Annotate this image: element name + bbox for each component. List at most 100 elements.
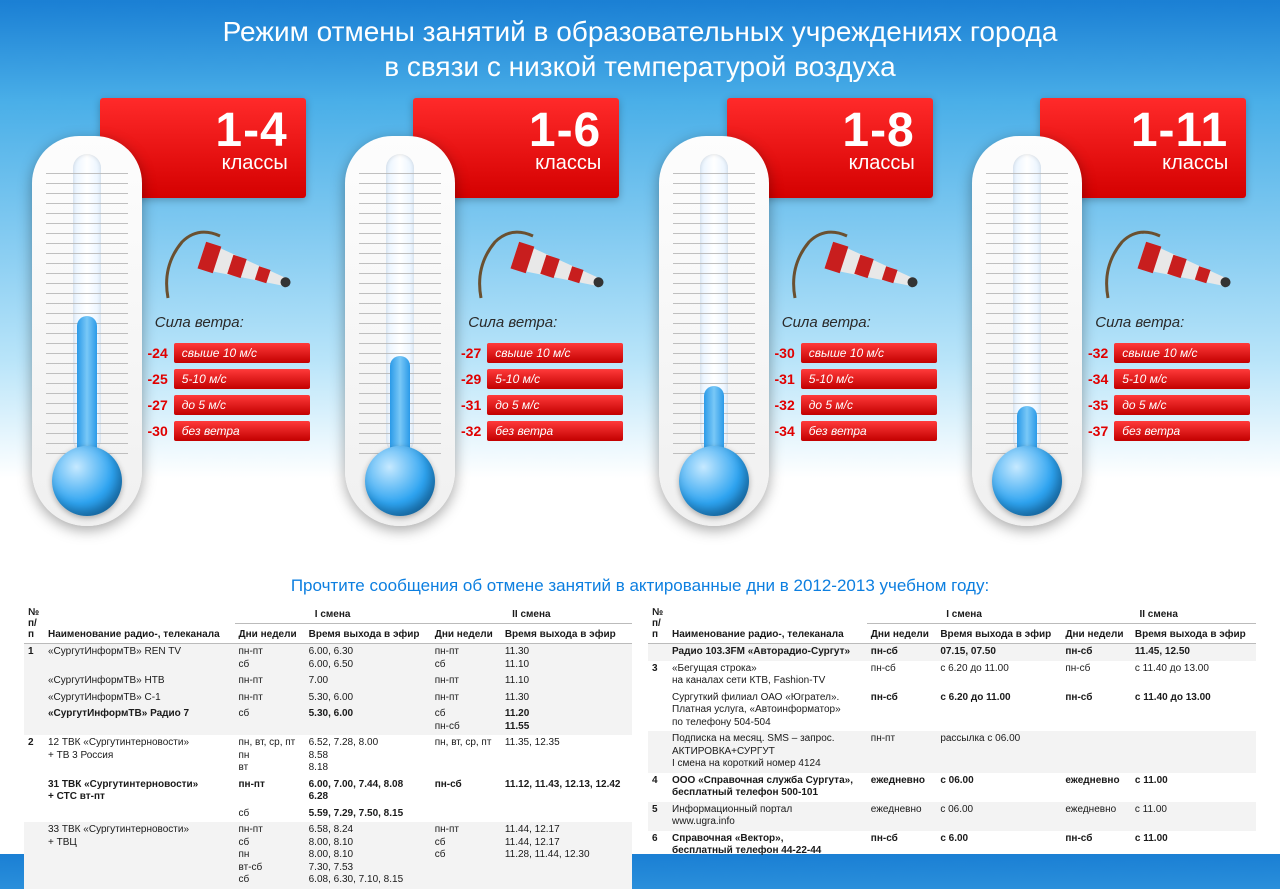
wind-speed-bar: до 5 м/с xyxy=(174,395,310,415)
temperature-value: -35 xyxy=(1080,397,1114,413)
temp-wind-row: -34 5-10 м/с xyxy=(1080,368,1250,390)
temp-wind-row: -24 свыше 10 м/с xyxy=(140,342,310,364)
schedule-table: № п/п Наименование радио-, телеканала I … xyxy=(648,604,1256,860)
wind-speed-bar: свыше 10 м/с xyxy=(174,343,310,363)
temp-wind-row: -27 свыше 10 м/с xyxy=(453,342,623,364)
title-line1: Режим отмены занятий в образовательных у… xyxy=(223,16,1058,47)
wind-label: Сила ветра: xyxy=(468,314,557,331)
thermo-card-0: 1-4 классы Сила ветра: -24 свыше 10 м/с … xyxy=(20,98,320,558)
schedule-tables: № п/п Наименование радио-, телеканала I … xyxy=(0,604,1280,889)
table-row: 33 ТВК «Сургутинтерновости»+ ТВЦ пн-птсб… xyxy=(24,822,632,889)
windsock-icon xyxy=(160,228,300,308)
temperature-value: -30 xyxy=(140,423,174,439)
wind-speed-bar: без ветра xyxy=(801,421,937,441)
page-title: Режим отмены занятий в образовательных у… xyxy=(0,0,1280,92)
temperature-value: -29 xyxy=(453,371,487,387)
wind-speed-bar: до 5 м/с xyxy=(1114,395,1250,415)
grade-range: 1-6 xyxy=(431,108,601,154)
windsock-icon xyxy=(473,228,613,308)
thermometer-icon xyxy=(32,136,142,526)
wind-label: Сила ветра: xyxy=(782,314,871,331)
temperature-value: -27 xyxy=(140,397,174,413)
table-subtitle: Прочтите сообщения об отмене занятий в а… xyxy=(0,576,1280,596)
temperature-value: -25 xyxy=(140,371,174,387)
temperature-value: -24 xyxy=(140,345,174,361)
temp-wind-row: -25 5-10 м/с xyxy=(140,368,310,390)
windsock-icon xyxy=(787,228,927,308)
thermometer-icon xyxy=(345,136,455,526)
thermo-card-3: 1-11 классы Сила ветра: -32 свыше 10 м/с… xyxy=(960,98,1260,558)
wind-speed-bar: 5-10 м/с xyxy=(801,369,937,389)
temperature-value: -32 xyxy=(1080,345,1114,361)
table-row: 4 ООО «Справочная служба Сургута»,беспла… xyxy=(648,773,1256,802)
schedule-table: № п/п Наименование радио-, телеканала I … xyxy=(24,604,632,889)
table-row: 6 Справочная «Вектор»,бесплатный телефон… xyxy=(648,831,1256,860)
windsock-icon xyxy=(1100,228,1240,308)
wind-speed-bar: 5-10 м/с xyxy=(487,369,623,389)
temp-wind-bars: -27 свыше 10 м/с -29 5-10 м/с -31 до 5 м… xyxy=(453,338,623,446)
temperature-value: -37 xyxy=(1080,423,1114,439)
temperature-value: -32 xyxy=(767,397,801,413)
wind-label: Сила ветра: xyxy=(1095,314,1184,331)
wind-speed-bar: свыше 10 м/с xyxy=(487,343,623,363)
table-row: Радио 103.3FM «Авторадио-Сургут» пн-сб 0… xyxy=(648,644,1256,661)
schedule-table-left: № п/п Наименование радио-, телеканала I … xyxy=(24,604,632,889)
thermo-card-1: 1-6 классы Сила ветра: -27 свыше 10 м/с … xyxy=(333,98,633,558)
table-row: 2 12 ТВК «Сургутинтерновости»+ ТВ 3 Росс… xyxy=(24,735,632,777)
grade-label: классы xyxy=(431,152,601,175)
thermometer-cards: 1-4 классы Сила ветра: -24 свыше 10 м/с … xyxy=(0,92,1280,558)
temperature-value: -31 xyxy=(453,397,487,413)
table-row: 1 «СургутИнформТВ» REN TV пн-птсб 6.00, … xyxy=(24,644,632,674)
temp-wind-row: -27 до 5 м/с xyxy=(140,394,310,416)
table-row: «СургутИнформТВ» НТВ пн-пт 7.00 пн-пт 11… xyxy=(24,673,632,690)
wind-speed-bar: до 5 м/с xyxy=(487,395,623,415)
wind-speed-bar: 5-10 м/с xyxy=(174,369,310,389)
table-row: Подписка на месяц. SMS – запрос.АКТИРОВК… xyxy=(648,731,1256,773)
temp-wind-row: -37 без ветра xyxy=(1080,420,1250,442)
table-row: сб 5.59, 7.29, 7.50, 8.15 xyxy=(24,806,632,823)
temp-wind-row: -34 без ветра xyxy=(767,420,937,442)
grade-range: 1-4 xyxy=(118,108,288,154)
wind-speed-bar: свыше 10 м/с xyxy=(1114,343,1250,363)
temp-wind-row: -32 без ветра xyxy=(453,420,623,442)
temp-wind-bars: -30 свыше 10 м/с -31 5-10 м/с -32 до 5 м… xyxy=(767,338,937,446)
temp-wind-row: -29 5-10 м/с xyxy=(453,368,623,390)
temp-wind-row: -31 5-10 м/с xyxy=(767,368,937,390)
temp-wind-row: -32 до 5 м/с xyxy=(767,394,937,416)
table-row: 31 ТВК «Сургутинтерновости»+ СТС вт-пт п… xyxy=(24,777,632,806)
temp-wind-row: -31 до 5 м/с xyxy=(453,394,623,416)
title-line2: в связи с низкой температурой воздуха xyxy=(384,51,896,82)
temperature-value: -34 xyxy=(1080,371,1114,387)
temperature-value: -34 xyxy=(767,423,801,439)
schedule-table-right: № п/п Наименование радио-, телеканала I … xyxy=(648,604,1256,889)
grade-label: классы xyxy=(118,152,288,175)
table-row: «СургутИнформТВ» Радио 7 сб 5.30, 6.00 с… xyxy=(24,706,632,735)
wind-speed-bar: без ветра xyxy=(487,421,623,441)
wind-speed-bar: свыше 10 м/с xyxy=(801,343,937,363)
table-row: 3 «Бегущая строка»на каналах сети КТВ, F… xyxy=(648,661,1256,690)
temp-wind-row: -30 свыше 10 м/с xyxy=(767,342,937,364)
table-row: «СургутИнформТВ» С-1 пн-пт 5.30, 6.00 пн… xyxy=(24,690,632,707)
wind-speed-bar: до 5 м/с xyxy=(801,395,937,415)
temp-wind-row: -35 до 5 м/с xyxy=(1080,394,1250,416)
table-row: Сургуткий филиал ОАО «Югрател».Платная у… xyxy=(648,690,1256,732)
temperature-value: -27 xyxy=(453,345,487,361)
wind-speed-bar: без ветра xyxy=(1114,421,1250,441)
temp-wind-bars: -24 свыше 10 м/с -25 5-10 м/с -27 до 5 м… xyxy=(140,338,310,446)
temperature-value: -32 xyxy=(453,423,487,439)
temp-wind-row: -32 свыше 10 м/с xyxy=(1080,342,1250,364)
temp-wind-row: -30 без ветра xyxy=(140,420,310,442)
wind-speed-bar: 5-10 м/с xyxy=(1114,369,1250,389)
temp-wind-bars: -32 свыше 10 м/с -34 5-10 м/с -35 до 5 м… xyxy=(1080,338,1250,446)
grade-range: 1-8 xyxy=(745,108,915,154)
wind-label: Сила ветра: xyxy=(155,314,244,331)
temperature-value: -31 xyxy=(767,371,801,387)
wind-speed-bar: без ветра xyxy=(174,421,310,441)
temperature-value: -30 xyxy=(767,345,801,361)
thermo-card-2: 1-8 классы Сила ветра: -30 свыше 10 м/с … xyxy=(647,98,947,558)
table-row: 5 Информационный порталwww.ugra.info еже… xyxy=(648,802,1256,831)
grade-label: классы xyxy=(745,152,915,175)
thermometer-icon xyxy=(659,136,769,526)
grade-range: 1-11 xyxy=(1058,108,1228,154)
thermometer-icon xyxy=(972,136,1082,526)
